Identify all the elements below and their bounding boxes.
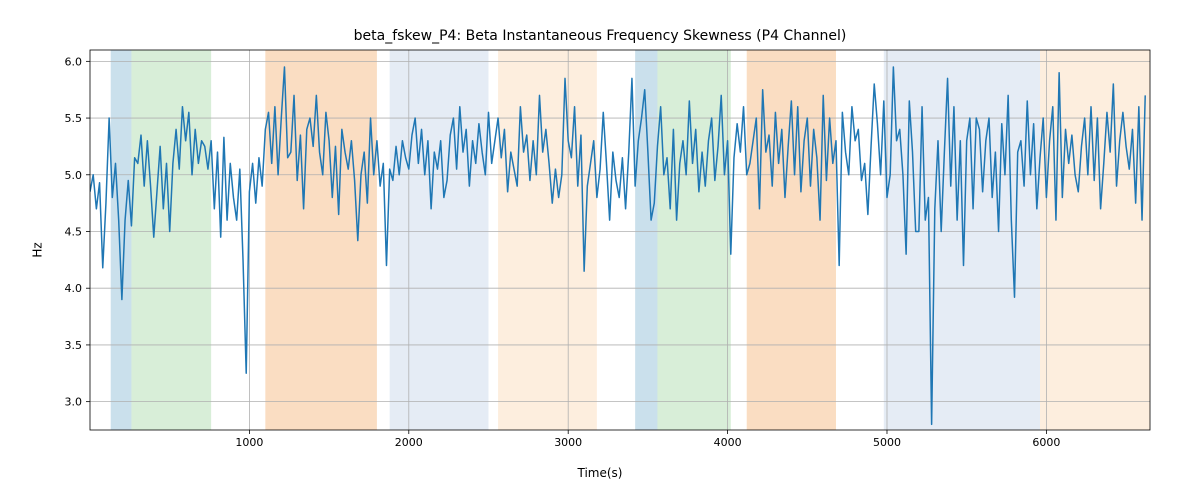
y-tick-label: 5.0: [65, 169, 83, 182]
band: [111, 50, 132, 430]
chart-container: beta_fskew_P4: Beta Instantaneous Freque…: [0, 0, 1200, 500]
band: [131, 50, 211, 430]
y-axis-label: Hz: [31, 242, 45, 257]
chart-title: beta_fskew_P4: Beta Instantaneous Freque…: [0, 28, 1200, 44]
y-tick-label: 3.5: [65, 339, 83, 352]
plot-svg: 1000 2000 3000 4000 5000 6000 3.0 3.5 4.0 4.5 5.0 5…: [0, 0, 1200, 500]
x-tick-label: 1000: [235, 436, 263, 449]
x-axis-label: Time(s): [0, 466, 1200, 480]
y-tick-label: 5.5: [65, 112, 83, 125]
x-tick-label: 4000: [714, 436, 742, 449]
x-tick-label: 6000: [1032, 436, 1060, 449]
y-tick-label: 4.5: [65, 225, 83, 238]
y-tick-label: 3.0: [65, 396, 83, 409]
x-tick-label: 3000: [554, 436, 582, 449]
band: [498, 50, 597, 430]
band: [884, 50, 1040, 430]
band: [1040, 50, 1150, 430]
band: [390, 50, 489, 430]
x-tick-label: 5000: [873, 436, 901, 449]
y-tick-label: 4.0: [65, 282, 83, 295]
y-tick-label: 6.0: [65, 55, 83, 68]
x-tick-label: 2000: [395, 436, 423, 449]
